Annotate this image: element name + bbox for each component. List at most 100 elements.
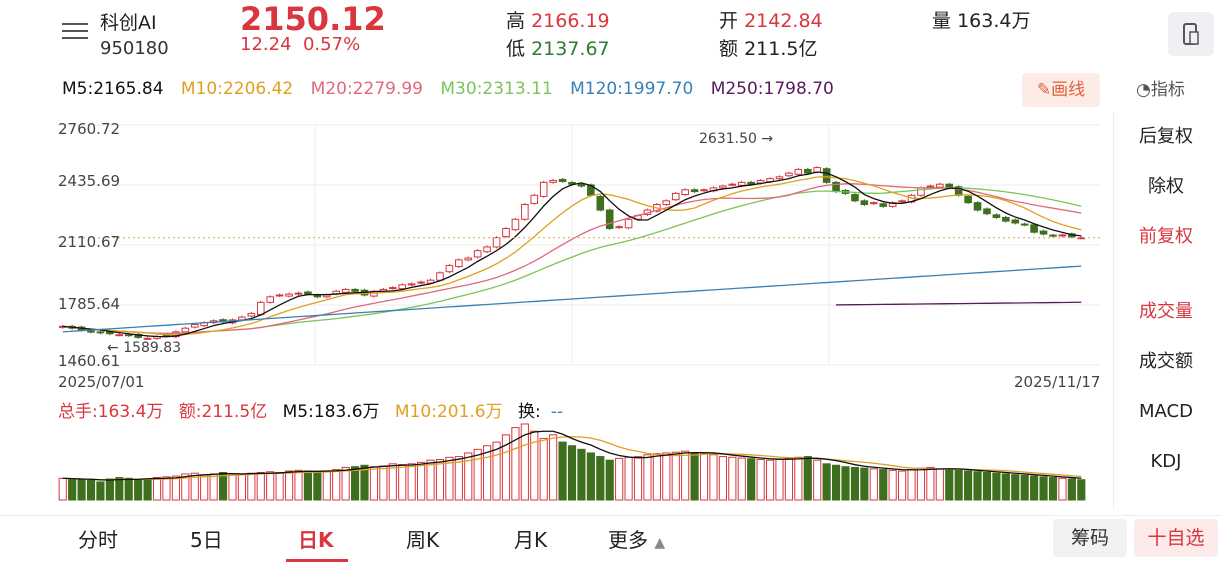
volume-bar [935, 468, 944, 501]
x-start-label: 2025/07/01 [58, 373, 145, 391]
x-end-label: 2025/11/17 [1014, 373, 1101, 391]
bottom-tab-bar: 分时 5日 日K 周K 月K 更多 ▲ 筹码 十自选 [0, 515, 1221, 562]
side-item-kdj[interactable]: KDJ [1150, 451, 1182, 472]
open-stat: 开 2142.84 [719, 6, 823, 33]
add-watchlist-button[interactable]: 十自选 [1134, 519, 1218, 557]
volume-bar [162, 476, 171, 501]
volume-label: 量 [932, 10, 952, 32]
ma10-line [62, 176, 1082, 336]
volume-bar [96, 481, 105, 501]
candle [275, 294, 284, 297]
volume-bar [831, 464, 841, 501]
volume-bar [803, 456, 812, 501]
side-item-macd[interactable]: MACD [1139, 401, 1193, 422]
volume-bar [124, 477, 133, 501]
candle [445, 264, 454, 273]
volume-bar [369, 466, 379, 501]
ma10-label: M10:2206.42 [180, 79, 294, 99]
volume-bar [737, 457, 746, 501]
high-value: 2166.19 [531, 10, 610, 32]
tab-weekly-k[interactable]: 周K [406, 528, 440, 552]
volume-bar [134, 479, 143, 501]
volume-bar [926, 466, 935, 501]
volume-bar [1048, 477, 1058, 501]
volume-bar [313, 471, 322, 501]
tab-5day[interactable]: 5日 [190, 528, 223, 552]
tab-monthly-k[interactable]: 月K [514, 528, 548, 552]
amount-stat: 额 211.5亿 [719, 34, 817, 61]
candle [605, 209, 614, 230]
tab-intraday[interactable]: 分时 [78, 528, 118, 552]
volume-bar [266, 471, 275, 501]
pencil-icon: ✎ [1036, 80, 1052, 100]
chips-button[interactable]: 筹码 [1053, 519, 1127, 557]
volume-bar [454, 456, 463, 501]
volume-bar [501, 434, 511, 501]
candle [671, 192, 680, 201]
low-label: 低 [506, 38, 526, 60]
landscape-button[interactable] [1168, 12, 1214, 56]
side-item-ex-rights[interactable]: 除权 [1148, 176, 1184, 197]
change-percent: 0.57% [302, 34, 361, 55]
volume-bar [86, 479, 96, 501]
volume-bar [492, 441, 501, 501]
tab-more[interactable]: 更多 ▲ [608, 524, 665, 553]
turnover-label: 换: -- [518, 402, 573, 422]
candle [341, 288, 350, 293]
candle [558, 178, 567, 182]
volume-bar [794, 456, 803, 501]
volume-bar [247, 472, 256, 501]
volume-bar [464, 452, 473, 501]
volume-bar [822, 463, 831, 501]
draw-line-button[interactable]: ✎画线 [1022, 73, 1100, 107]
ma5-line [62, 171, 1082, 338]
volume-bar [379, 465, 388, 501]
volume-bar [407, 463, 416, 501]
high-label: 高 [506, 10, 526, 32]
tab-daily-k[interactable]: 日K [298, 528, 334, 552]
volume-bar [181, 473, 190, 501]
volume-bar [398, 464, 407, 501]
total-volume-label: 总手:163.4万 [58, 402, 164, 422]
volume-bar [539, 437, 548, 501]
candle [1030, 224, 1038, 233]
ma120-line [62, 265, 1082, 333]
side-item-amount[interactable]: 成交额 [1139, 351, 1193, 372]
ma5-label: M5:2165.84 [62, 79, 164, 99]
volume-bar [916, 467, 926, 501]
indicator-label: 指标 [1150, 80, 1185, 100]
candle [1002, 216, 1010, 222]
volume-bar [143, 478, 152, 501]
candle [879, 203, 888, 207]
candle [1049, 234, 1057, 237]
max-annotation: 2631.50 → [699, 131, 774, 147]
candle [492, 237, 501, 248]
indicator-button[interactable]: ◔指标 [1136, 75, 1185, 100]
volume-bar [1020, 474, 1029, 501]
phone-rotate-icon [1183, 23, 1199, 45]
volume-bar [992, 472, 1001, 501]
side-item-forward-adjust[interactable]: 前复权 [1139, 226, 1193, 247]
candle [124, 334, 133, 337]
candle [1077, 237, 1086, 240]
volume-bar [624, 456, 633, 501]
side-item-backward-adjust[interactable]: 后复权 [1139, 126, 1193, 147]
volume-bar [784, 457, 794, 501]
candle [143, 337, 152, 340]
candle [813, 167, 822, 173]
volume-bar [200, 474, 209, 501]
side-item-volume[interactable]: 成交量 [1139, 301, 1193, 322]
volume-bar [483, 445, 492, 501]
volume-bar [209, 473, 218, 501]
volume-bar [567, 445, 577, 501]
candle [398, 284, 407, 290]
y-tick-4: 1785.64 [58, 295, 121, 313]
volume-bar [765, 459, 775, 501]
volume-bar [1067, 478, 1076, 501]
volume-bar [605, 459, 614, 501]
menu-icon[interactable] [62, 18, 88, 42]
candle [455, 259, 463, 268]
volume-bar [105, 478, 114, 501]
candle [860, 200, 869, 206]
candle [926, 185, 935, 188]
